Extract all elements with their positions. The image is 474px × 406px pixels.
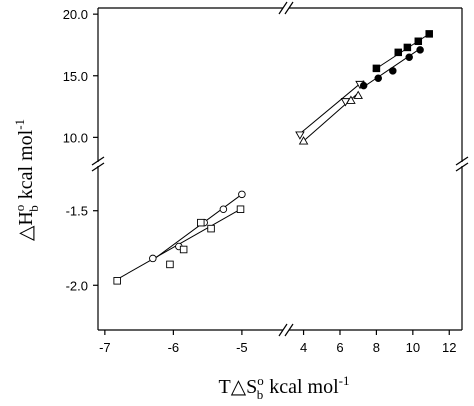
point-open-square [166,260,174,269]
x-axis-ticks: -7 -6 -5 4 6 8 10 12 [99,330,456,355]
axis-breaks [91,1,469,337]
fit-lines [116,33,430,280]
point-filled-circle [359,81,368,90]
y-tick-label: 20.0 [63,7,88,22]
x-tick-label: 12 [442,340,456,355]
data-points [113,30,433,285]
point-filled-square [403,43,412,52]
point-open-circle [149,254,157,263]
point-filled-square [414,37,423,46]
point-open-square [113,277,121,285]
point-filled-circle [416,46,424,54]
point-filled-circle [405,53,413,62]
point-filled-square [425,30,433,38]
x-tick-label: 6 [336,340,343,355]
x-tick-label: -7 [99,340,111,355]
y-break-right [455,156,469,172]
plot-frame [97,7,463,331]
point-open-square [207,224,215,233]
point-filled-square [372,64,381,73]
x-tick-label: 4 [300,340,307,355]
point-filled-square [394,48,403,57]
point-open-circle [219,205,228,213]
y-tick-label: -1.5 [66,204,88,219]
y-tick-label: 10.0 [63,130,88,145]
y-break-left [91,156,105,172]
y-axis-ticks: -2.0 -1.5 10.0 15.0 20.0 [63,7,98,293]
point-filled-circle [374,74,382,82]
point-open-circle [238,190,246,199]
x-break-bottom [278,323,294,337]
x-tick-label: -5 [236,340,248,355]
x-tick-label: 10 [406,340,420,355]
point-filled-circle [389,67,397,75]
x-break-top [278,1,294,15]
point-open-triangle-up [346,95,356,104]
x-axis-title: T△So b kcal mol-1 [218,373,349,402]
point-open-square [236,205,245,213]
point-open-triangle-up [353,90,363,99]
y-tick-label: -2.0 [66,278,88,293]
x-tick-label: -6 [168,340,180,355]
fit-line-open-triangle-down [299,80,364,135]
x-tick-label: 8 [373,340,380,355]
point-open-square [179,245,188,254]
point-open-square [197,218,205,227]
fit-line-open-circle [152,193,243,261]
point-open-triangle-up [298,136,309,145]
point-open-triangle-down [295,131,305,140]
y-tick-label: 15.0 [63,69,88,84]
y-axis-title: △Hobkcal mol-1 [12,119,41,241]
